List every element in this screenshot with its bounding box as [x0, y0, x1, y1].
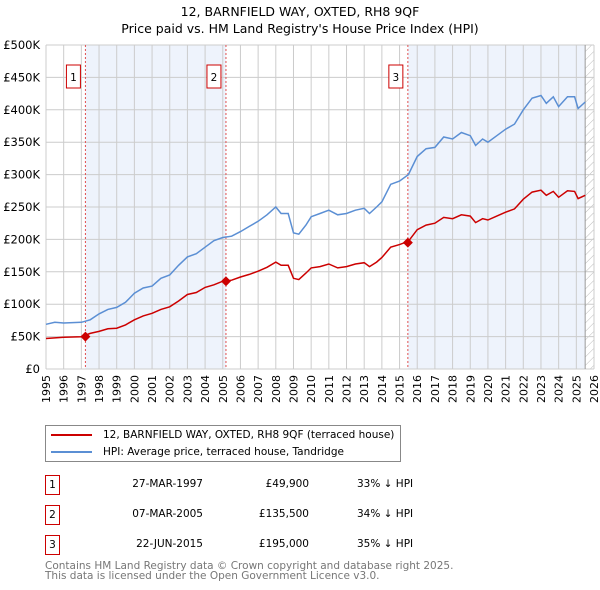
- footer-copyright: Contains HM Land Registry data © Crown c…: [45, 560, 454, 572]
- x-tick-label: 2006: [234, 375, 247, 403]
- sale-price: £49,900: [265, 478, 309, 490]
- sale-row: 1 27-MAR-1997 £49,900 33% ↓ HPI: [45, 475, 445, 495]
- y-tick-label: £200K: [3, 232, 40, 246]
- sale-date: 22-JUN-2015: [136, 538, 203, 550]
- x-tick-label: 2002: [164, 375, 177, 403]
- x-tick-label: 2017: [429, 375, 442, 403]
- chart-subtitle: Price paid vs. HM Land Registry's House …: [121, 21, 479, 36]
- y-tick-label: £400K: [3, 103, 40, 117]
- x-tick-label: 2019: [464, 375, 477, 403]
- x-tick-label: 2008: [270, 375, 283, 403]
- legend-swatch-hpi: [51, 451, 92, 453]
- sale-marker: 2: [45, 505, 60, 525]
- x-tick-label: 2007: [252, 375, 265, 403]
- sale-hpi-diff: 35% ↓ HPI: [357, 538, 414, 550]
- x-tick-label: 2025: [570, 375, 583, 403]
- x-tick-label: 2000: [128, 375, 141, 403]
- price-chart: 1995 1996 1997 1998 1999 2000 2001 2002 2003 2004…: [3, 38, 600, 403]
- x-tick-label: 2022: [517, 375, 530, 403]
- sale-date: 07-MAR-2005: [132, 508, 203, 520]
- x-tick-label: 2009: [287, 375, 300, 403]
- sale-label: 3: [393, 72, 400, 84]
- x-tick-label: 2001: [146, 375, 159, 403]
- sale-price: £135,500: [258, 508, 309, 520]
- legend-label-property: 12, BARNFIELD WAY, OXTED, RH8 9QF (terra…: [103, 429, 395, 441]
- x-tick-label: 2011: [323, 375, 336, 403]
- sale-marker: 1: [45, 475, 60, 495]
- x-tick-label: 2010: [305, 375, 318, 403]
- property-line: [45, 189, 586, 340]
- y-tick-label: £350K: [3, 135, 40, 149]
- y-tick-label: £50K: [11, 330, 41, 344]
- sale-row: 2 07-MAR-2005 £135,500 34% ↓ HPI: [45, 505, 445, 525]
- x-tick-label: 1996: [58, 375, 71, 403]
- sale-point: [80, 331, 91, 342]
- sale-point: [220, 276, 231, 287]
- legend-label-hpi: HPI: Average price, terraced house, Tand…: [103, 446, 344, 458]
- x-tick-label: 1999: [111, 375, 124, 403]
- sale-marker: 3: [45, 535, 60, 555]
- x-tick-label: 2003: [181, 375, 194, 403]
- sale-label-box: [388, 64, 404, 89]
- sale-label: 1: [70, 72, 77, 84]
- y-tick-label: £300K: [3, 168, 40, 182]
- x-tick-label: 2026: [588, 375, 600, 403]
- x-tick-label: 2015: [394, 375, 407, 403]
- y-tick-label: £150K: [3, 265, 40, 279]
- x-tick-label: 1997: [75, 375, 88, 403]
- chart-title: 12, BARNFIELD WAY, OXTED, RH8 9QF: [180, 4, 420, 19]
- x-tick-label: 2024: [553, 375, 566, 403]
- x-tick-label: 2020: [482, 375, 495, 403]
- sale-label-box: [206, 64, 222, 89]
- legend-swatch-property: [51, 434, 92, 436]
- sale-label: 2: [211, 72, 218, 84]
- y-tick-label: £250K: [3, 200, 40, 214]
- hpi-line: [45, 94, 586, 326]
- x-tick-label: 1998: [93, 375, 106, 403]
- x-tick-label: 2023: [535, 375, 548, 403]
- y-tick-label: £500K: [3, 38, 40, 52]
- footer-licence: This data is licensed under the Open Gov…: [45, 570, 380, 582]
- x-tick-label: 2016: [411, 375, 424, 403]
- y-tick-label: £450K: [3, 70, 40, 84]
- x-tick-label: 2014: [376, 375, 389, 403]
- x-tick-label: 1995: [40, 375, 53, 403]
- sale-row: 3 22-JUN-2015 £195,000 35% ↓ HPI: [45, 535, 445, 555]
- sale-hpi-diff: 33% ↓ HPI: [357, 478, 414, 490]
- x-tick-label: 2021: [500, 375, 513, 403]
- x-tick-label: 2013: [358, 375, 371, 403]
- legend: 12, BARNFIELD WAY, OXTED, RH8 9QF (terra…: [45, 425, 401, 462]
- sale-date: 27-MAR-1997: [132, 478, 203, 490]
- sale-hpi-diff: 34% ↓ HPI: [357, 508, 414, 520]
- sale-price: £195,000: [258, 538, 309, 550]
- x-tick-label: 2004: [199, 375, 212, 403]
- y-tick-label: £100K: [3, 297, 40, 311]
- y-tick-label: £0: [25, 362, 40, 376]
- sale-point: [402, 237, 413, 248]
- x-tick-label: 2018: [447, 375, 460, 403]
- x-tick-label: 2005: [217, 375, 230, 403]
- sale-label-box: [65, 64, 81, 89]
- x-tick-label: 2012: [341, 375, 354, 403]
